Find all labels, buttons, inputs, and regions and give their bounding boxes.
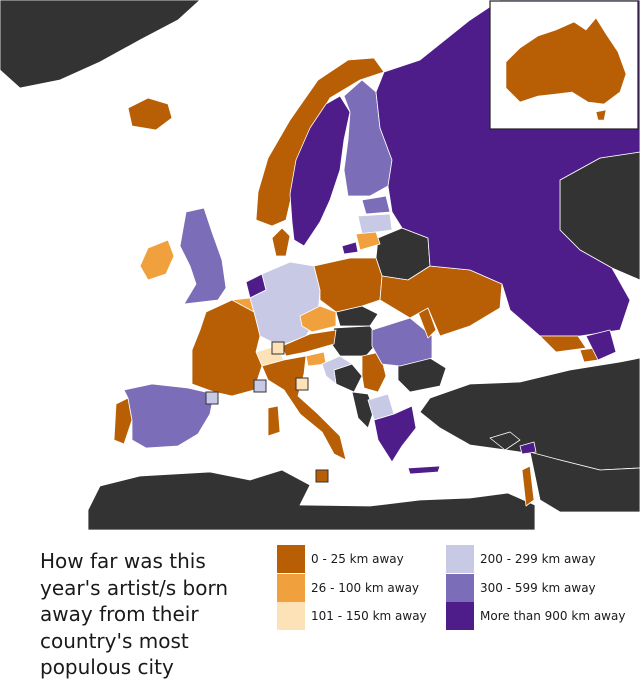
country-georgia xyxy=(539,335,587,353)
country-crete xyxy=(407,465,441,475)
country-cyprus xyxy=(519,441,537,455)
legend-column-left: 0 - 25 km away 26 - 100 km away 101 - 15… xyxy=(277,545,427,631)
legend-label: 300 - 599 km away xyxy=(480,580,596,595)
legend-label: 26 - 100 km away xyxy=(311,580,420,595)
country-austria xyxy=(281,329,337,357)
country-spain xyxy=(123,383,215,449)
marker-liechtenstein-area xyxy=(271,341,285,355)
legend-label: 101 - 150 km away xyxy=(311,609,427,623)
legend-swatch xyxy=(277,545,305,573)
country-san-marino xyxy=(295,377,309,391)
cyprus-area xyxy=(489,431,521,451)
country-australia xyxy=(505,17,627,105)
legend-label: More than 900 km away xyxy=(480,609,626,623)
legend-item: 0 - 25 km away xyxy=(277,545,427,573)
middle-east-region xyxy=(529,451,640,513)
country-andorra xyxy=(205,391,219,405)
legend-item: More than 900 km away xyxy=(446,602,625,630)
europe-map xyxy=(0,0,640,530)
country-sweden xyxy=(289,95,351,247)
legend-swatch xyxy=(277,573,305,602)
legend-item: 300 - 599 km away xyxy=(446,573,625,602)
country-poland xyxy=(313,257,383,313)
north-africa-region xyxy=(87,469,536,530)
legend-label: 0 - 25 km away xyxy=(311,552,404,566)
country-denmark xyxy=(271,227,291,257)
legend-swatch xyxy=(277,602,305,630)
legend-label: 200 - 299 km away xyxy=(480,552,596,566)
country-israel xyxy=(521,465,535,507)
country-azerbaijan xyxy=(585,329,617,361)
country-croatia xyxy=(321,355,353,385)
country-sardinia xyxy=(267,405,281,437)
country-uk xyxy=(179,207,227,305)
country-kaliningrad xyxy=(341,241,359,255)
legend-column-right: 200 - 299 km away 300 - 599 km away More… xyxy=(446,545,625,631)
country-monaco xyxy=(253,379,267,393)
legend-item: 26 - 100 km away xyxy=(277,573,427,602)
legend-swatch xyxy=(446,545,474,573)
country-lithuania xyxy=(355,231,381,251)
country-portugal xyxy=(113,397,133,445)
country-ukraine xyxy=(379,265,503,337)
greenland-region xyxy=(0,0,201,89)
country-czechia xyxy=(299,305,337,333)
legend-item: 101 - 150 km away xyxy=(277,602,427,630)
country-iceland xyxy=(127,97,173,131)
legend-swatch xyxy=(446,602,474,630)
country-romania xyxy=(371,317,433,367)
country-malta xyxy=(315,469,329,483)
legend-swatch xyxy=(446,573,474,602)
country-ireland xyxy=(139,239,175,281)
country-greece xyxy=(373,405,417,463)
map-title: How far was this year's artist/s born aw… xyxy=(40,549,229,679)
country-latvia xyxy=(357,213,393,235)
country-finland xyxy=(343,79,393,197)
legend-item: 200 - 299 km away xyxy=(446,545,625,573)
country-italy xyxy=(261,355,347,461)
country-norway xyxy=(255,57,385,227)
country-tasmania xyxy=(595,109,607,121)
country-estonia xyxy=(361,195,391,215)
